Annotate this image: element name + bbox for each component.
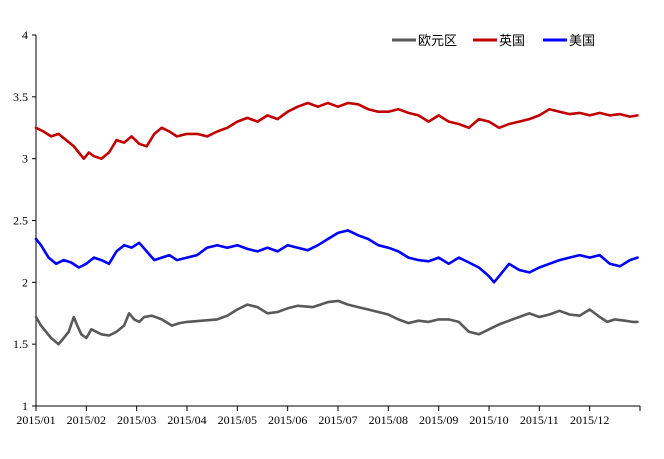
legend: 欧元区 英国 美国: [392, 34, 595, 49]
series-line-0: [34, 299, 639, 346]
y-tick-label: 3.5: [13, 90, 28, 104]
x-tick-label: 2015/07: [318, 413, 357, 427]
y-tick-label: 1: [22, 399, 28, 413]
legend-label-1: 英国: [499, 34, 525, 49]
x-tick-label: 2015/01: [16, 413, 55, 427]
x-tick-label: 2015/05: [218, 413, 257, 427]
x-tick-label: 2015/03: [117, 413, 156, 427]
axes: 1 1.5 2 2.5 3 3.5 4 2015/01 2015/02 2015/03 2015/0…: [13, 28, 641, 427]
legend-label-0: 欧元区: [418, 34, 457, 49]
y-tick-label: 1.5: [13, 337, 28, 351]
x-tick-label: 2015/06: [268, 413, 307, 427]
series-line-1: [34, 101, 639, 160]
x-tick-label: 2015/10: [469, 413, 508, 427]
x-tick-label: 2015/11: [520, 413, 559, 427]
series-lines: [34, 101, 639, 346]
x-tick-label: 2015/02: [67, 413, 106, 427]
x-tick-label: 2015/04: [167, 413, 206, 427]
x-tick-label: 2015/12: [570, 413, 609, 427]
y-tick-label: 3: [22, 152, 28, 166]
y-tick-label: 4: [22, 28, 28, 42]
legend-label-2: 美国: [569, 34, 595, 49]
x-tick-label: 2015/08: [369, 413, 408, 427]
y-tick-label: 2: [22, 275, 28, 289]
series-line-2: [34, 229, 639, 284]
y-tick-label: 2.5: [13, 214, 28, 228]
x-tick-label: 2015/09: [419, 413, 458, 427]
